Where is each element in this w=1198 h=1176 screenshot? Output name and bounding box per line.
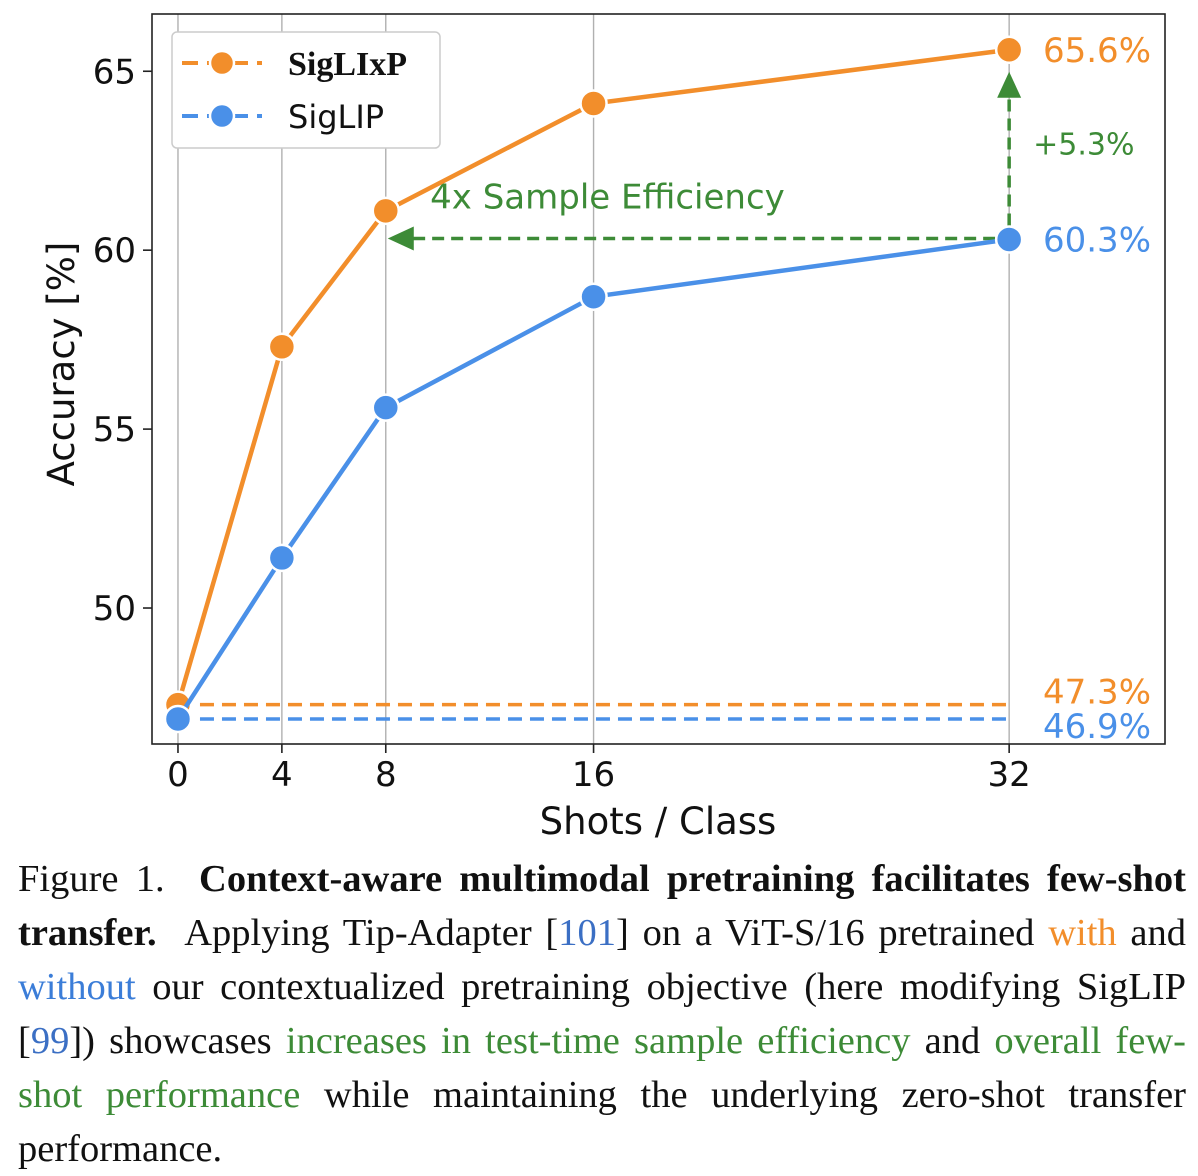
x-tick-label-16: 16 <box>572 755 615 795</box>
baseline-label-siglip: 46.9% <box>1043 707 1151 747</box>
endpoint-label-siglip: 60.3% <box>1043 220 1151 260</box>
x-tick-label-8: 8 <box>375 755 397 795</box>
legend-label-siglip: SigLIP <box>288 98 384 136</box>
data-point-siglixp-32 <box>994 35 1024 65</box>
figure-label: Figure 1. <box>18 858 165 900</box>
gain-annotation-label: +5.3% <box>1033 128 1134 163</box>
efficiency-annotation-label: 4x Sample Efficiency <box>430 177 785 217</box>
data-point-siglip-4 <box>267 543 297 573</box>
legend-marker-siglip <box>208 102 236 130</box>
caption-green-2: overall few-shot performance <box>18 1020 1186 1116</box>
caption-text-4: our contextualized pretraining objective… <box>18 966 1186 1062</box>
x-tick-label-32: 32 <box>988 755 1031 795</box>
data-point-siglip-8 <box>371 393 401 422</box>
plot-frame <box>151 13 1166 745</box>
y-tick-label-55: 55 <box>93 410 136 450</box>
caption-text-3: and <box>1116 912 1187 954</box>
y-axis-label: Accuracy [%] <box>40 242 83 487</box>
y-tick-label-50: 50 <box>93 589 136 629</box>
annotations: 4x Sample Efficiency +5.3% <box>387 71 1135 251</box>
x-tick-label-0: 0 <box>167 755 189 795</box>
baseline-label-siglixp: 47.3% <box>1043 673 1151 713</box>
caption-without: without <box>18 966 136 1008</box>
data-point-siglip-0 <box>163 704 193 734</box>
caption-text-5: ]) showcases <box>69 1020 286 1062</box>
caption-with: with <box>1048 912 1117 954</box>
legend-marker-siglixp <box>208 49 236 77</box>
data-point-siglixp-4 <box>267 332 297 362</box>
zero-shot-baselines: 47.3%46.9% <box>177 673 1151 747</box>
x-axis-label: Shots / Class <box>540 800 777 843</box>
endpoint-label-siglixp: 65.6% <box>1043 31 1151 71</box>
series-lines: 65.6% 60.3% <box>163 31 1151 734</box>
legend-label-siglixp: SigLIxP <box>288 46 407 83</box>
efficiency-arrow-head <box>387 226 414 251</box>
y-tick-label-65: 65 <box>93 52 136 92</box>
x-tick-label-4: 4 <box>271 755 293 795</box>
figure-caption: Figure 1. Context-aware multimodal pretr… <box>18 852 1186 1176</box>
y-tick-label-60: 60 <box>93 231 136 271</box>
citation-link-101[interactable]: 101 <box>558 912 616 954</box>
axis-ticks: 0 4 8 16 32 50 55 60 65 <box>93 52 1031 795</box>
data-point-siglip-32 <box>994 225 1024 254</box>
caption-text-6: and <box>910 1020 995 1062</box>
legend: SigLIxP SigLIP <box>171 31 441 149</box>
data-point-siglixp-8 <box>371 196 401 226</box>
data-point-siglip-16 <box>579 282 608 311</box>
caption-green-1: increases in test-time sample efficiency <box>285 1020 911 1062</box>
few-shot-accuracy-chart: 47.3%46.9% 4x Sample Efficiency +5.3% 65.… <box>40 13 1166 843</box>
gain-arrow-head <box>997 71 1022 98</box>
caption-text-7: while maintaining the underlying zero-sh… <box>18 1074 1186 1170</box>
caption-text-1: Applying Tip-Adapter [ <box>184 912 559 954</box>
caption-title: Context-aware multimodal pretraining fac… <box>18 858 1187 954</box>
citation-link-99[interactable]: 99 <box>30 1020 70 1062</box>
data-point-siglixp-16 <box>579 89 608 118</box>
caption-text-2: ] on a ViT-S/16 pretrained <box>616 912 1049 954</box>
